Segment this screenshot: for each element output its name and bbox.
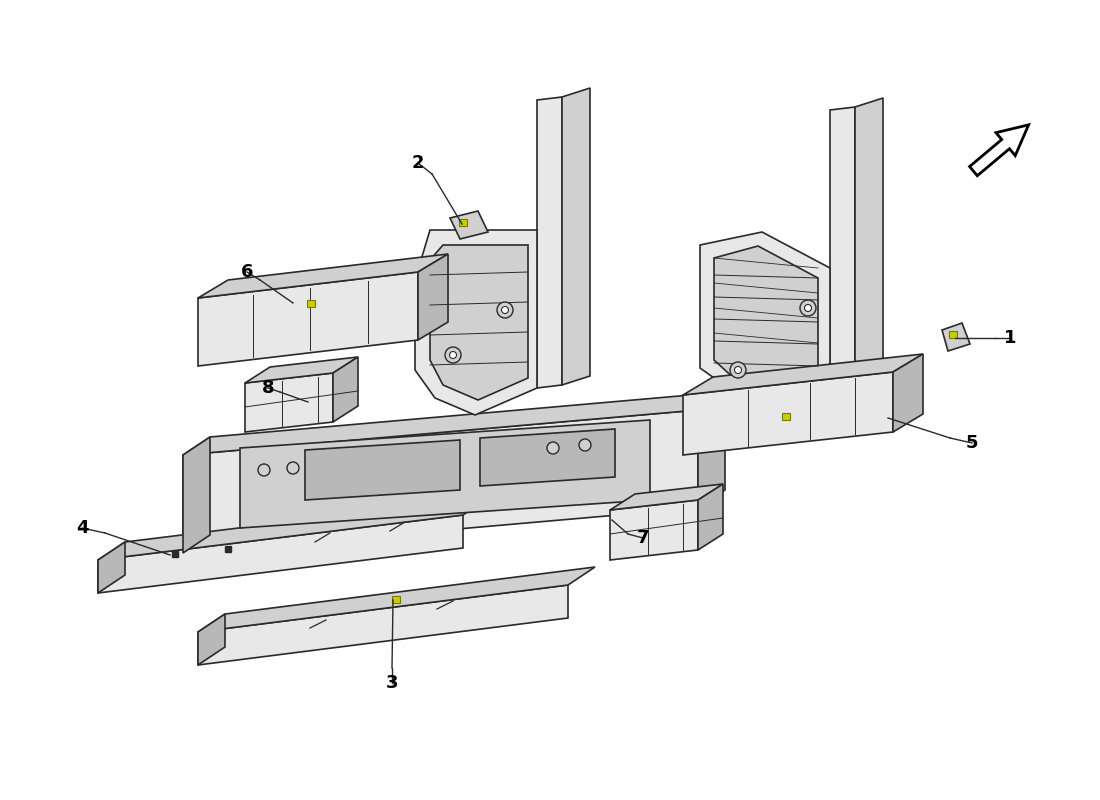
Polygon shape [415,230,537,415]
Polygon shape [430,245,528,400]
Text: 1: 1 [1003,329,1016,347]
Polygon shape [610,500,698,560]
Text: 3: 3 [386,674,398,692]
Polygon shape [418,254,448,340]
Bar [782,413,790,420]
Text: 4: 4 [76,519,88,537]
Bar [459,219,468,226]
Polygon shape [183,392,725,455]
Circle shape [800,300,816,316]
Bar [307,300,315,307]
Circle shape [446,347,461,363]
Polygon shape [98,497,489,560]
Polygon shape [240,420,650,528]
Text: 8: 8 [262,379,274,397]
Polygon shape [198,585,568,665]
Circle shape [804,305,812,311]
Circle shape [730,362,746,378]
Circle shape [502,306,508,314]
Polygon shape [830,107,855,388]
Polygon shape [305,440,460,500]
Circle shape [579,439,591,451]
Circle shape [497,302,513,318]
Polygon shape [198,614,226,665]
Polygon shape [683,354,923,395]
Circle shape [450,351,456,358]
Polygon shape [98,515,463,593]
Text: 2: 2 [411,154,425,172]
Polygon shape [450,211,488,239]
Polygon shape [698,484,723,550]
Polygon shape [698,392,725,508]
Text: 7: 7 [637,529,649,547]
Polygon shape [333,357,358,422]
Polygon shape [855,98,883,385]
Polygon shape [98,542,125,593]
Polygon shape [942,323,970,351]
Polygon shape [610,484,723,510]
Polygon shape [480,429,615,486]
Polygon shape [245,373,333,432]
Bar [949,331,957,338]
Polygon shape [683,372,893,455]
Text: 5: 5 [966,434,978,452]
Polygon shape [198,254,448,298]
Text: 6: 6 [241,263,253,281]
Polygon shape [183,437,210,553]
Polygon shape [198,567,595,632]
Polygon shape [969,125,1028,176]
Polygon shape [537,97,562,388]
Circle shape [547,442,559,454]
Polygon shape [245,357,358,383]
Polygon shape [893,354,923,432]
Polygon shape [198,272,418,366]
Polygon shape [183,410,698,553]
Polygon shape [562,88,590,385]
Circle shape [287,462,299,474]
Polygon shape [700,232,830,408]
Circle shape [258,464,270,476]
Polygon shape [714,246,818,395]
Bar [392,596,400,603]
Circle shape [735,366,741,374]
